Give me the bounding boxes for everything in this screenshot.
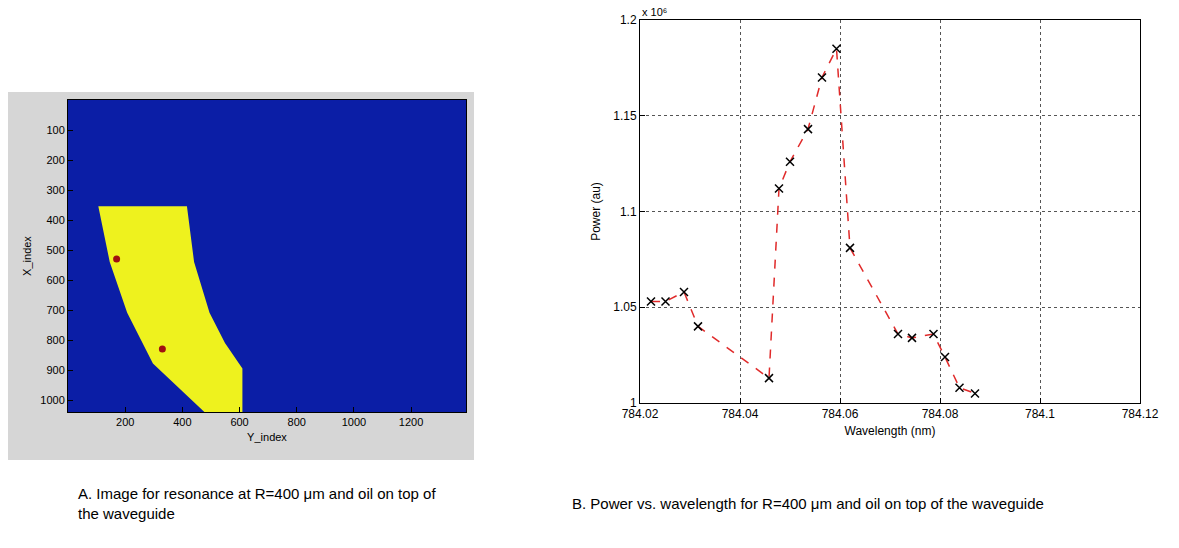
- svg-text:200: 200: [116, 416, 134, 428]
- svg-text:600: 600: [230, 416, 248, 428]
- svg-text:784.02: 784.02: [622, 407, 659, 421]
- svg-text:1: 1: [630, 396, 637, 410]
- svg-text:Power (au): Power (au): [589, 182, 603, 241]
- svg-text:784.04: 784.04: [722, 407, 759, 421]
- svg-text:1.2: 1.2: [620, 13, 637, 27]
- svg-text:200: 200: [46, 154, 64, 166]
- svg-text:500: 500: [46, 244, 64, 256]
- svg-text:600: 600: [46, 274, 64, 286]
- svg-text:Y_index: Y_index: [247, 431, 287, 443]
- svg-text:1.15: 1.15: [613, 109, 637, 123]
- svg-text:1200: 1200: [399, 416, 423, 428]
- svg-text:1.1: 1.1: [620, 205, 637, 219]
- svg-text:400: 400: [46, 214, 64, 226]
- svg-text:1.05: 1.05: [613, 300, 637, 314]
- svg-text:784.08: 784.08: [922, 407, 959, 421]
- svg-text:784.06: 784.06: [822, 407, 859, 421]
- svg-text:900: 900: [46, 364, 64, 376]
- svg-text:400: 400: [173, 416, 191, 428]
- html-text:A. Image for resonance at R=40: A. Image for resonance at R=400 μm and o…: [78, 485, 436, 522]
- svg-text:1000: 1000: [342, 416, 366, 428]
- svg-text:784.12: 784.12: [1122, 407, 1159, 421]
- svg-text:1000: 1000: [40, 394, 64, 406]
- svg-text:800: 800: [288, 416, 306, 428]
- svg-text:X_index: X_index: [21, 236, 33, 276]
- html-text:B. Power vs. wavelength for R=: B. Power vs. wavelength for R=400 μm and…: [572, 495, 1044, 512]
- svg-text:100: 100: [46, 124, 64, 136]
- svg-text:784.1: 784.1: [1025, 407, 1055, 421]
- svg-text:800: 800: [46, 334, 64, 346]
- svg-text:x 10⁶: x 10⁶: [642, 6, 667, 18]
- svg-text:700: 700: [46, 304, 64, 316]
- svg-text:Wavelength (nm): Wavelength (nm): [845, 424, 936, 438]
- svg-text:300: 300: [46, 184, 64, 196]
